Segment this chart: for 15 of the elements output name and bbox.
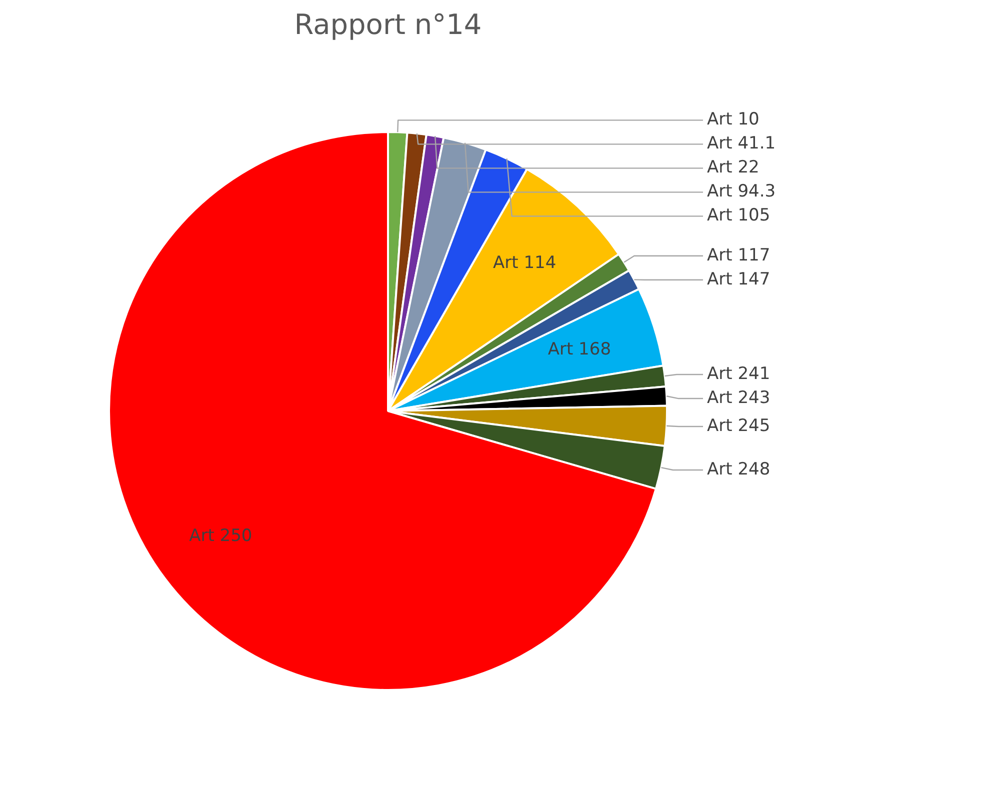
chart-title: Rapport n°14 — [293, 8, 483, 41]
slice-label: Art 114 — [493, 253, 556, 274]
slice-label: Art 10 — [707, 110, 760, 130]
slice-label: Art 22 — [707, 158, 760, 178]
slice-label: Art 41.1 — [707, 134, 776, 154]
slice-label: Art 243 — [707, 388, 770, 408]
slice-label: Art 245 — [707, 416, 770, 436]
slice-label: Art 105 — [707, 206, 770, 226]
slice-label: Art 248 — [707, 459, 770, 480]
slice-label: Art 117 — [707, 245, 770, 266]
slice-label: Art 94.3 — [707, 182, 776, 202]
slice-label: Art 168 — [548, 340, 612, 360]
slice-label: Art 250 — [189, 526, 252, 546]
slice-label: Art 241 — [707, 364, 770, 384]
slice-label: Art 147 — [707, 269, 770, 290]
